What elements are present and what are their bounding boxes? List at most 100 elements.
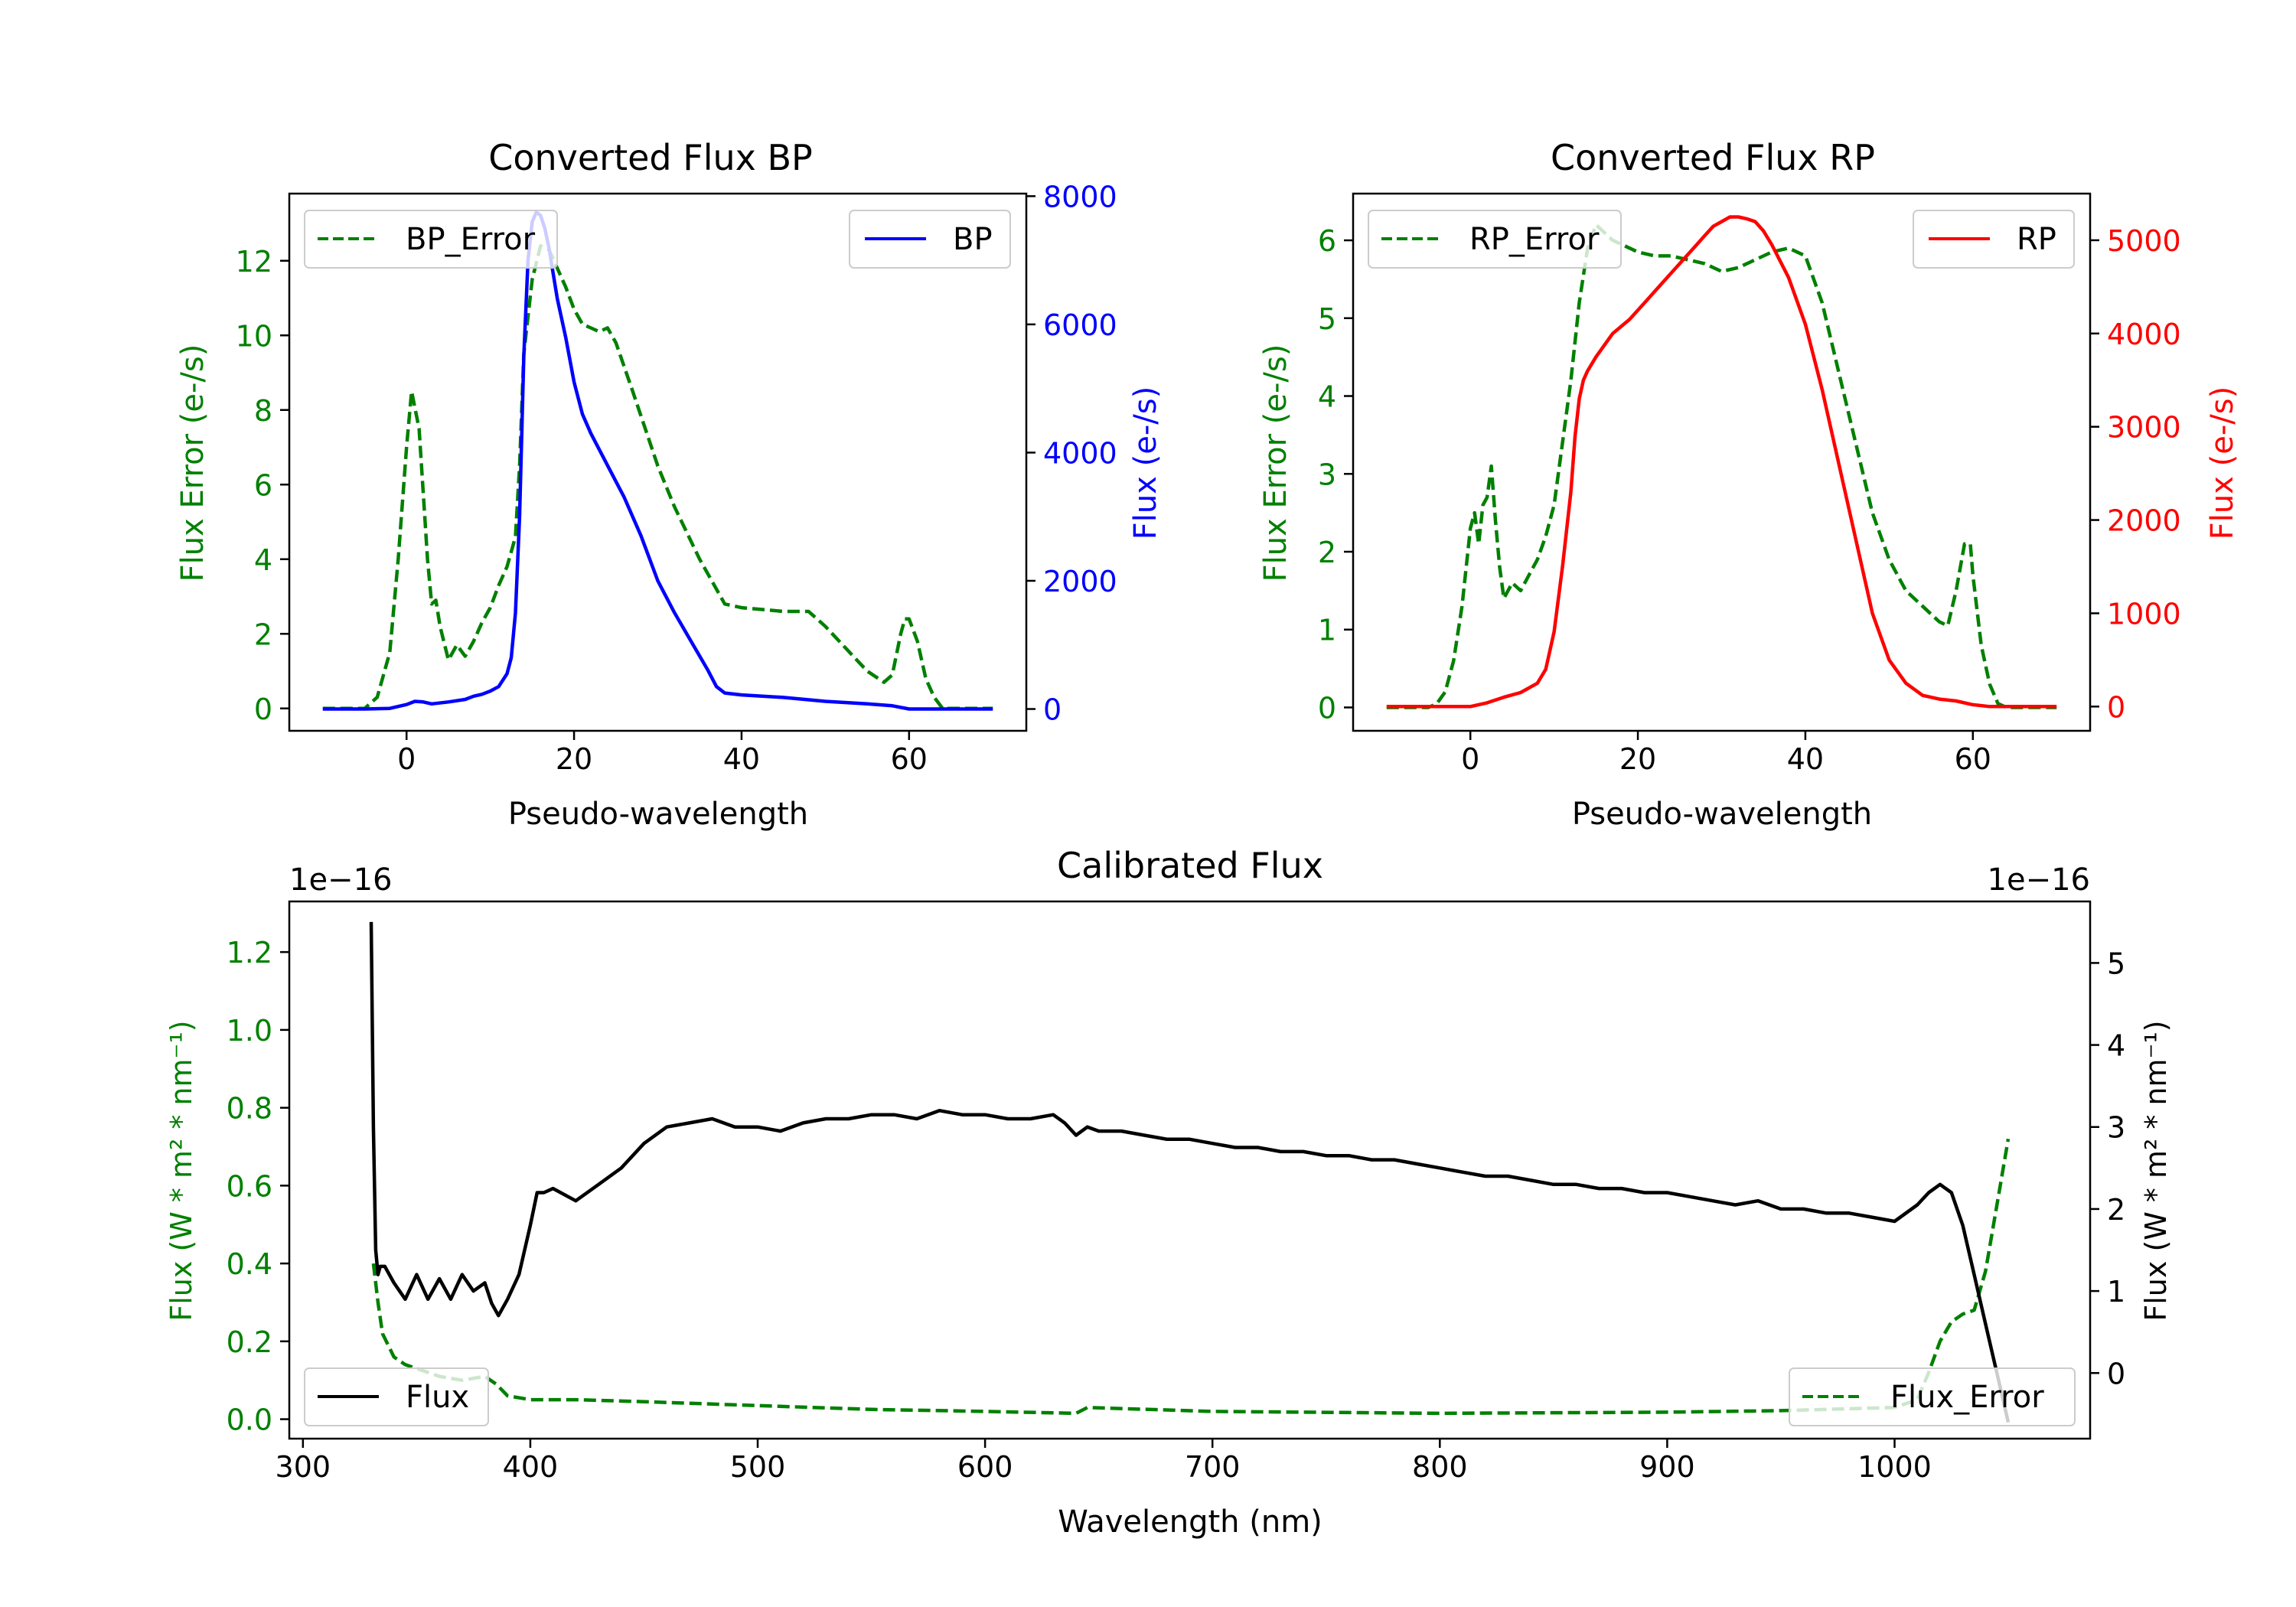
- cal-offset-left: 1e−16: [289, 862, 392, 898]
- x-tick-label: 800: [1412, 1450, 1468, 1484]
- cal-axes-frame: [288, 900, 2092, 1440]
- cal-legend-right: Flux_Error: [1789, 1367, 2076, 1426]
- y-right-tick-label: 1000: [2107, 597, 2181, 631]
- bp-title: Converted Flux BP: [488, 137, 813, 178]
- rp-axes-frame: [1352, 192, 2092, 732]
- bp-axes-frame: [288, 192, 1028, 732]
- y-left-tick-label: 10: [236, 319, 272, 353]
- rp-y-ticks-left: 0 1 2 3 4 5 6: [1318, 224, 1353, 725]
- cal-legend-flux-label: Flux: [406, 1380, 469, 1415]
- y-left-tick-label: 0.4: [227, 1247, 272, 1281]
- y-right-tick-label: 4000: [1043, 436, 1117, 470]
- rp-legend-left: RP_Error: [1368, 210, 1622, 269]
- y-left-tick-label: 3: [1318, 458, 1336, 491]
- y-left-tick-label: 0: [1318, 691, 1336, 725]
- cal-title: Calibrated Flux: [1057, 845, 1323, 886]
- rp-title: Converted Flux RP: [1551, 137, 1875, 178]
- bp-series-bp-error: [322, 244, 993, 711]
- cal-series-flux-error: [371, 1138, 2011, 1416]
- y-left-tick-label: 1.2: [227, 936, 272, 970]
- bp-legend-right: BP: [849, 210, 1011, 269]
- y-left-tick-label: 2: [1318, 536, 1336, 569]
- y-right-tick-label: 0: [2107, 690, 2125, 724]
- x-tick-label: 60: [1955, 742, 1991, 776]
- x-tick-label: 20: [556, 742, 592, 776]
- panel-calibrated: Calibrated Flux 1e−16 1e−16 300 400 500 600…: [165, 845, 2173, 1540]
- panel-bp: Converted Flux BP 0 20 40 60 0 2 4 6 8 10 12 0 200…: [175, 137, 1163, 832]
- cal-xlabel: Wavelength (nm): [1058, 1504, 1322, 1540]
- rp-ylabel-right: Flux (e-/s): [2205, 386, 2240, 539]
- rp-y-ticks-right: 0 1000 2000 3000 4000 5000: [2090, 224, 2181, 724]
- cal-offset-right: 1e−16: [1988, 862, 2090, 898]
- x-tick-label: 0: [1461, 742, 1479, 776]
- y-right-tick-label: 5: [2107, 947, 2125, 980]
- rp-xlabel: Pseudo-wavelength: [1572, 797, 1872, 832]
- y-right-tick-label: 2000: [1043, 565, 1117, 598]
- bp-y-ticks-left: 0 2 4 6 8 10 12: [236, 245, 289, 726]
- x-tick-label: 0: [397, 742, 416, 776]
- x-tick-label: 20: [1619, 742, 1656, 776]
- bp-legend-error-label: BP_Error: [406, 222, 536, 257]
- bp-series: [322, 210, 993, 711]
- y-left-tick-label: 0: [254, 693, 272, 726]
- y-right-tick-label: 4: [2107, 1029, 2125, 1063]
- panel-rp: Converted Flux RP 0 20 40 60 0 1 2 3 4 5 6 0 1000 2…: [1258, 137, 2240, 832]
- bp-ylabel-left: Flux Error (e-/s): [175, 344, 210, 582]
- x-tick-label: 40: [1787, 742, 1824, 776]
- x-tick-label: 1000: [1857, 1450, 1932, 1484]
- bp-x-ticks: 0 20 40 60: [397, 731, 928, 776]
- x-tick-label: 600: [957, 1450, 1013, 1484]
- y-left-tick-label: 4: [1318, 380, 1336, 414]
- cal-legend-error-label: Flux_Error: [1890, 1380, 2044, 1415]
- y-left-tick-label: 5: [1318, 302, 1336, 336]
- y-left-tick-label: 2: [254, 618, 272, 651]
- cal-x-ticks: 300 400 500 600 700 800 900 1000: [276, 1439, 1932, 1484]
- y-left-tick-label: 4: [254, 543, 272, 577]
- cal-series-flux: [369, 921, 2011, 1423]
- cal-y-ticks-right: 0 1 2 3 4 5: [2090, 947, 2125, 1390]
- y-right-tick-label: 1: [2107, 1275, 2125, 1309]
- rp-legend-error-label: RP_Error: [1469, 222, 1600, 257]
- y-right-tick-label: 5000: [2107, 224, 2181, 258]
- y-right-tick-label: 2000: [2107, 504, 2181, 538]
- y-left-tick-label: 1: [1318, 614, 1336, 647]
- y-left-tick-label: 1.0: [227, 1014, 272, 1048]
- x-tick-label: 60: [891, 742, 928, 776]
- bp-legend-left: BP_Error: [304, 210, 558, 269]
- cal-legend-left: Flux: [304, 1367, 489, 1426]
- cal-y-ticks-left: 0.0 0.2 0.4 0.6 0.8 1.0 1.2: [227, 936, 289, 1437]
- y-left-tick-label: 0.2: [227, 1325, 272, 1359]
- y-right-tick-label: 3: [2107, 1111, 2125, 1145]
- bp-y-ticks-right: 0 2000 4000 6000 8000: [1026, 180, 1117, 727]
- rp-x-ticks: 0 20 40 60: [1461, 731, 1991, 776]
- cal-series: [369, 921, 2011, 1423]
- x-tick-label: 900: [1639, 1450, 1695, 1484]
- cal-ylabel-left: Flux (W * m² * nm⁻¹): [165, 1020, 198, 1321]
- bp-legend-flux-label: BP: [953, 222, 993, 257]
- y-right-tick-label: 4000: [2107, 318, 2181, 351]
- y-right-tick-label: 2: [2107, 1193, 2125, 1227]
- y-right-tick-label: 3000: [2107, 411, 2181, 445]
- y-right-tick-label: 0: [2107, 1357, 2125, 1390]
- rp-series-rp-error: [1386, 223, 2057, 709]
- cal-ylabel-right: Flux (W * m² * nm⁻¹): [2139, 1020, 2173, 1321]
- x-tick-label: 700: [1185, 1450, 1241, 1484]
- bp-xlabel: Pseudo-wavelength: [508, 797, 808, 832]
- y-left-tick-label: 0.0: [227, 1403, 272, 1437]
- rp-series-rp: [1386, 215, 2057, 709]
- y-left-tick-label: 0.6: [227, 1169, 272, 1203]
- x-tick-label: 400: [503, 1450, 559, 1484]
- y-left-tick-label: 12: [236, 245, 272, 279]
- bp-ylabel-right: Flux (e-/s): [1128, 386, 1163, 539]
- rp-ylabel-left: Flux Error (e-/s): [1258, 344, 1293, 582]
- y-right-tick-label: 0: [1043, 693, 1062, 727]
- rp-series: [1386, 215, 2057, 709]
- y-left-tick-label: 6: [1318, 224, 1336, 258]
- y-right-tick-label: 8000: [1043, 180, 1117, 214]
- rp-legend-right: RP: [1913, 210, 2075, 269]
- y-left-tick-label: 0.8: [227, 1092, 272, 1126]
- y-left-tick-label: 6: [254, 468, 272, 502]
- y-right-tick-label: 6000: [1043, 308, 1117, 342]
- x-tick-label: 300: [276, 1450, 331, 1484]
